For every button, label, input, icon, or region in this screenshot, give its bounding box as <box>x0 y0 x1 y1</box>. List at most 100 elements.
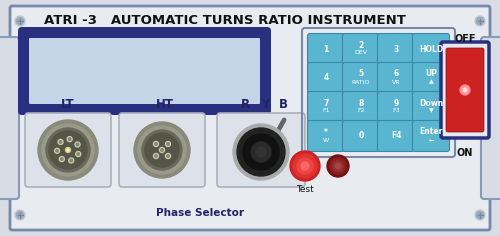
FancyBboxPatch shape <box>342 121 380 152</box>
Circle shape <box>460 85 470 95</box>
Text: B: B <box>278 98 287 111</box>
Text: Y: Y <box>261 98 269 111</box>
Circle shape <box>66 148 70 152</box>
Text: Down: Down <box>419 98 443 108</box>
Circle shape <box>56 150 58 152</box>
Circle shape <box>60 141 62 143</box>
Text: F3: F3 <box>392 109 400 114</box>
Text: 6: 6 <box>394 69 398 79</box>
Text: LT: LT <box>61 98 75 111</box>
Circle shape <box>142 130 182 170</box>
Text: RATIO: RATIO <box>352 80 370 84</box>
FancyBboxPatch shape <box>446 48 484 132</box>
FancyBboxPatch shape <box>412 63 450 93</box>
FancyBboxPatch shape <box>441 42 489 138</box>
Circle shape <box>282 120 285 123</box>
Circle shape <box>46 128 90 172</box>
Text: 0: 0 <box>358 131 364 140</box>
Circle shape <box>161 149 163 151</box>
FancyBboxPatch shape <box>217 113 305 187</box>
Circle shape <box>275 132 278 135</box>
Circle shape <box>49 131 87 169</box>
Circle shape <box>68 138 71 140</box>
Circle shape <box>67 149 69 151</box>
Circle shape <box>276 131 278 134</box>
Text: 4: 4 <box>324 73 328 83</box>
Circle shape <box>15 16 25 26</box>
Circle shape <box>336 164 340 169</box>
Circle shape <box>54 148 60 153</box>
Circle shape <box>293 154 317 178</box>
Text: HT: HT <box>156 98 174 111</box>
Circle shape <box>475 16 485 26</box>
Text: *: * <box>324 127 328 136</box>
Circle shape <box>237 128 285 176</box>
FancyBboxPatch shape <box>308 34 344 64</box>
Circle shape <box>330 158 346 174</box>
Circle shape <box>282 119 286 122</box>
Text: Test: Test <box>296 185 314 194</box>
FancyBboxPatch shape <box>481 37 500 199</box>
Circle shape <box>166 142 170 147</box>
Text: 5: 5 <box>358 69 364 79</box>
FancyBboxPatch shape <box>308 121 344 152</box>
Circle shape <box>462 87 468 93</box>
Text: Phase Selector: Phase Selector <box>156 208 244 218</box>
Text: 9: 9 <box>394 98 398 108</box>
Text: ←: ← <box>428 138 434 143</box>
Text: Enter: Enter <box>420 127 442 136</box>
Circle shape <box>16 17 24 25</box>
Circle shape <box>154 142 158 147</box>
FancyBboxPatch shape <box>342 92 380 122</box>
Circle shape <box>464 88 466 92</box>
Text: 3: 3 <box>394 45 398 54</box>
Circle shape <box>476 17 484 25</box>
FancyBboxPatch shape <box>25 113 111 187</box>
Circle shape <box>276 129 280 132</box>
Circle shape <box>42 124 94 176</box>
Text: HOLD: HOLD <box>419 45 443 54</box>
Circle shape <box>167 155 169 157</box>
Circle shape <box>75 142 80 147</box>
Text: ON: ON <box>457 148 473 158</box>
Text: DEV: DEV <box>354 51 368 55</box>
Text: R: R <box>240 98 250 111</box>
Text: F2: F2 <box>357 109 365 114</box>
Circle shape <box>16 211 24 219</box>
Text: ▲: ▲ <box>428 80 434 84</box>
Text: ATRI -3   AUTOMATIC TURNS RATIO INSTRUMENT: ATRI -3 AUTOMATIC TURNS RATIO INSTRUMENT <box>44 14 406 27</box>
Circle shape <box>475 210 485 220</box>
Circle shape <box>38 120 98 180</box>
Circle shape <box>155 143 157 145</box>
Circle shape <box>76 143 78 146</box>
FancyBboxPatch shape <box>412 92 450 122</box>
FancyBboxPatch shape <box>18 27 271 115</box>
FancyBboxPatch shape <box>342 63 380 93</box>
FancyBboxPatch shape <box>378 92 414 122</box>
FancyBboxPatch shape <box>342 34 380 64</box>
Circle shape <box>233 124 289 180</box>
Circle shape <box>280 123 283 126</box>
Text: ▼: ▼ <box>428 109 434 114</box>
Circle shape <box>154 153 158 159</box>
Circle shape <box>277 128 280 131</box>
Circle shape <box>290 151 320 181</box>
Circle shape <box>145 133 179 167</box>
FancyBboxPatch shape <box>0 37 19 199</box>
Text: OFF: OFF <box>454 34 476 44</box>
Circle shape <box>280 124 282 127</box>
Circle shape <box>278 127 281 130</box>
FancyBboxPatch shape <box>308 92 344 122</box>
Circle shape <box>60 158 63 160</box>
FancyBboxPatch shape <box>412 121 450 152</box>
Circle shape <box>138 126 186 174</box>
Text: F4: F4 <box>391 131 401 140</box>
Text: 2: 2 <box>358 41 364 50</box>
Circle shape <box>256 147 266 157</box>
FancyBboxPatch shape <box>308 63 344 93</box>
Circle shape <box>60 157 64 162</box>
FancyBboxPatch shape <box>29 38 260 104</box>
Text: W: W <box>323 138 329 143</box>
Text: VR: VR <box>392 80 400 84</box>
Circle shape <box>276 130 279 133</box>
